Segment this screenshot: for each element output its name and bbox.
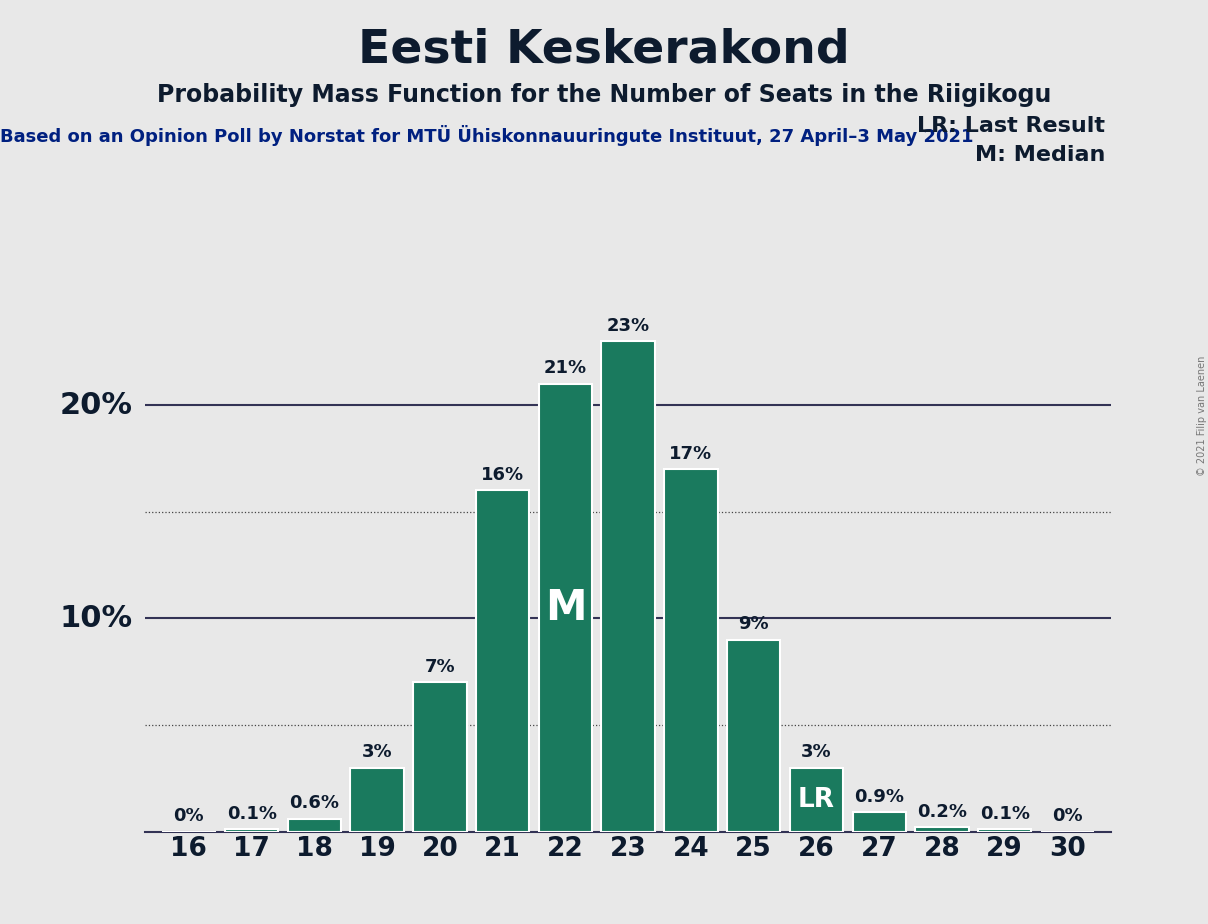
Text: 3%: 3% bbox=[362, 743, 393, 761]
Text: 0.9%: 0.9% bbox=[854, 788, 904, 806]
Bar bbox=[350, 768, 403, 832]
Text: 17%: 17% bbox=[669, 444, 713, 463]
Bar bbox=[790, 768, 843, 832]
Text: 0%: 0% bbox=[174, 808, 204, 825]
Bar bbox=[727, 639, 780, 832]
Text: 10%: 10% bbox=[59, 604, 133, 633]
Bar bbox=[288, 819, 341, 832]
Text: 23%: 23% bbox=[606, 317, 650, 334]
Text: 0%: 0% bbox=[1052, 808, 1082, 825]
Text: 16%: 16% bbox=[481, 466, 524, 484]
Text: M: M bbox=[545, 587, 586, 628]
Text: © 2021 Filip van Laenen: © 2021 Filip van Laenen bbox=[1197, 356, 1207, 476]
Bar bbox=[476, 491, 529, 832]
Text: 20%: 20% bbox=[60, 391, 133, 419]
Text: Based on an Opinion Poll by Norstat for MTÜ Ühiskonnauuringute Instituut, 27 Apr: Based on an Opinion Poll by Norstat for … bbox=[0, 125, 974, 146]
Text: M: Median: M: Median bbox=[975, 145, 1105, 165]
Bar bbox=[413, 682, 466, 832]
Bar bbox=[539, 383, 592, 832]
Bar bbox=[664, 469, 718, 832]
Bar bbox=[853, 812, 906, 832]
Text: LR: LR bbox=[798, 786, 835, 812]
Text: Eesti Keskerakond: Eesti Keskerakond bbox=[358, 28, 850, 73]
Bar bbox=[978, 830, 1032, 832]
Text: 0.1%: 0.1% bbox=[980, 805, 1029, 823]
Text: Probability Mass Function for the Number of Seats in the Riigikogu: Probability Mass Function for the Number… bbox=[157, 83, 1051, 107]
Text: 3%: 3% bbox=[801, 743, 832, 761]
Bar bbox=[916, 827, 969, 832]
Text: 7%: 7% bbox=[424, 658, 455, 676]
Text: 21%: 21% bbox=[544, 359, 587, 377]
Bar bbox=[602, 341, 655, 832]
Bar bbox=[225, 830, 278, 832]
Text: 0.6%: 0.6% bbox=[290, 795, 339, 812]
Text: 9%: 9% bbox=[738, 615, 769, 633]
Text: LR: Last Result: LR: Last Result bbox=[917, 116, 1105, 136]
Text: 0.1%: 0.1% bbox=[227, 805, 277, 823]
Text: 0.2%: 0.2% bbox=[917, 803, 966, 821]
